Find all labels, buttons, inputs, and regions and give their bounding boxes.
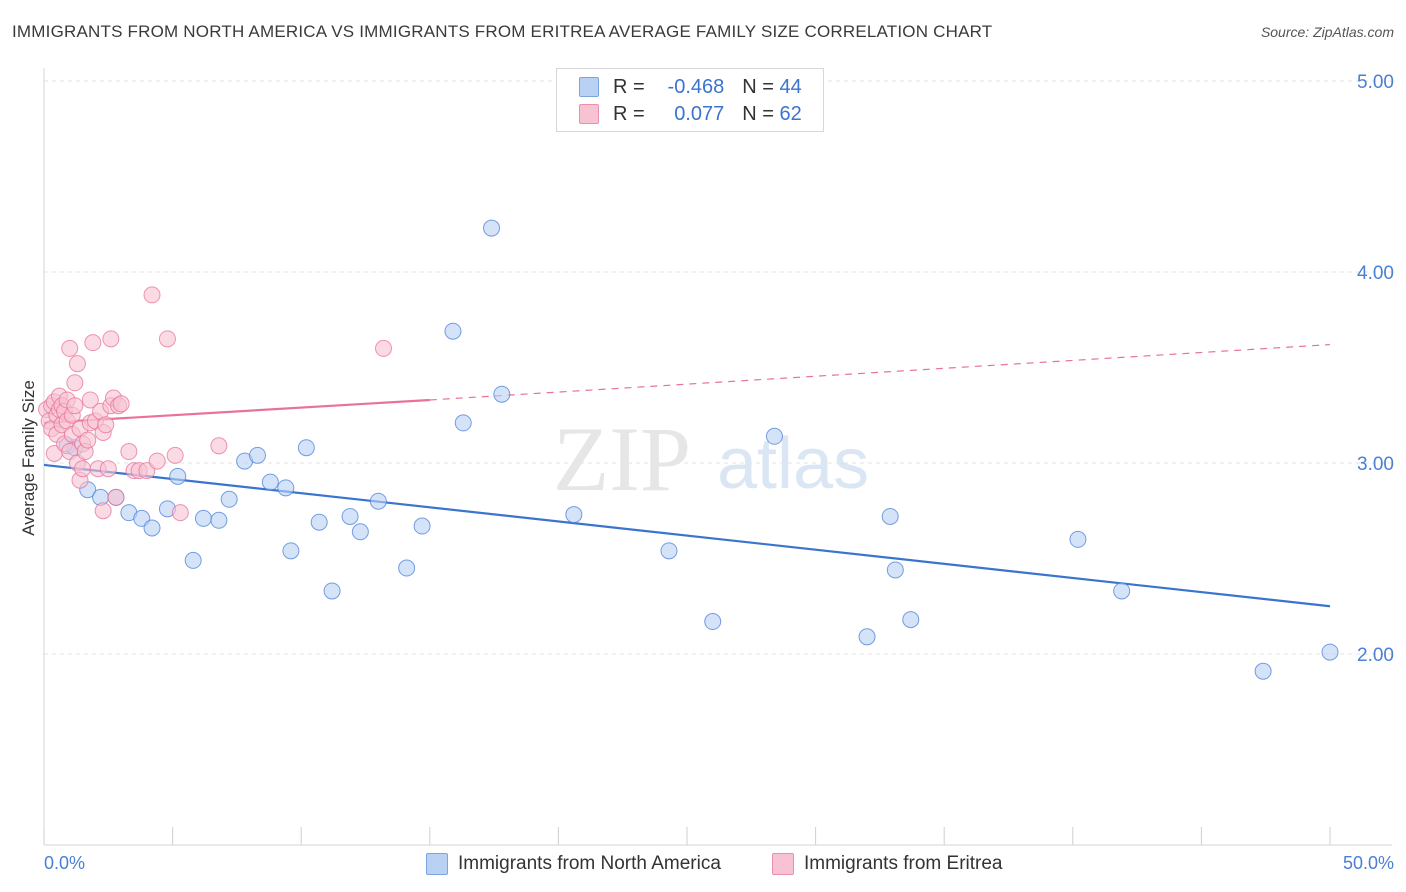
- point-north-america: [351, 523, 369, 541]
- y-tick-labels: 2.00 3.00 4.00 5.00: [1357, 72, 1394, 666]
- legend-n-label: N =: [742, 75, 774, 98]
- point-north-america: [194, 509, 212, 527]
- point-north-america: [858, 628, 876, 646]
- x-tick-label: 0.0%: [44, 853, 85, 873]
- point-north-america: [886, 561, 904, 579]
- data-points: [38, 219, 1339, 680]
- watermark: ZIP atlas: [553, 408, 869, 510]
- point-north-america: [261, 473, 279, 491]
- point-north-america: [565, 506, 583, 524]
- point-north-america: [184, 551, 202, 569]
- point-north-america: [765, 427, 783, 445]
- point-north-america: [1321, 643, 1339, 661]
- legend-n-value: 44: [779, 75, 802, 98]
- chart-title: IMMIGRANTS FROM NORTH AMERICA VS IMMIGRA…: [12, 22, 993, 41]
- point-north-america: [398, 559, 416, 577]
- legend-box: R = -0.468 N = 44 R = 0.077 N = 62: [556, 68, 824, 132]
- watermark-zip: ZIP: [553, 408, 691, 510]
- point-eritrea: [66, 397, 84, 415]
- bottom-legend-swatch-north-america: [426, 853, 448, 875]
- point-eritrea: [94, 502, 112, 520]
- point-eritrea: [74, 460, 92, 478]
- axes: [43, 68, 1392, 846]
- point-north-america: [169, 467, 187, 485]
- point-north-america: [210, 511, 228, 529]
- point-north-america: [248, 446, 266, 464]
- point-eritrea: [102, 330, 120, 348]
- point-north-america: [1069, 530, 1087, 548]
- point-north-america: [483, 219, 501, 237]
- point-eritrea: [166, 446, 184, 464]
- y-tick-label: 5.00: [1357, 72, 1394, 93]
- point-north-america: [493, 385, 511, 403]
- source-label: Source: ZipAtlas.com: [1260, 24, 1394, 40]
- point-north-america: [220, 490, 238, 508]
- point-north-america: [444, 322, 462, 340]
- legend-r-label: R =: [613, 102, 645, 125]
- point-north-america: [1113, 582, 1131, 600]
- point-north-america: [413, 517, 431, 535]
- legend-r-value: 0.077: [674, 102, 725, 125]
- point-eritrea: [81, 391, 99, 409]
- legend-n-label: N =: [742, 102, 774, 125]
- point-north-america: [297, 439, 315, 457]
- legend-swatch-north-america: [579, 77, 599, 97]
- point-eritrea: [84, 334, 102, 352]
- point-eritrea: [61, 339, 79, 357]
- grid-lines: [44, 80, 1392, 655]
- point-north-america: [902, 611, 920, 629]
- bottom-legend-north-america: Immigrants from North America: [426, 852, 721, 876]
- bottom-legend-label-eritrea: Immigrants from Eritrea: [804, 853, 1003, 874]
- point-north-america: [660, 542, 678, 560]
- legend-r-value: -0.468: [667, 75, 725, 98]
- bottom-legend-label-north-america: Immigrants from North America: [458, 853, 721, 874]
- point-eritrea: [210, 437, 228, 455]
- y-tick-label: 3.00: [1357, 454, 1394, 475]
- point-north-america: [282, 542, 300, 560]
- bottom-legend-swatch-eritrea: [772, 853, 794, 875]
- legend-row-north-america: R = -0.468 N = 44: [579, 74, 802, 100]
- point-eritrea: [66, 374, 84, 392]
- point-eritrea: [171, 504, 189, 522]
- point-eritrea: [112, 395, 130, 413]
- point-eritrea: [148, 452, 166, 470]
- point-north-america: [277, 479, 295, 497]
- legend-n-value: 62: [779, 102, 802, 125]
- x-ticks: [43, 827, 1331, 845]
- point-eritrea: [120, 443, 138, 461]
- point-north-america: [341, 507, 359, 525]
- x-tick-label: 50.0%: [1343, 853, 1394, 873]
- point-north-america: [454, 414, 472, 432]
- point-eritrea: [375, 339, 393, 357]
- legend-swatch-eritrea: [579, 104, 599, 124]
- trend-line-eritrea-extrapolated: [429, 343, 1331, 401]
- legend-r-label: R =: [613, 75, 645, 98]
- point-eritrea: [99, 460, 117, 478]
- point-eritrea: [158, 330, 176, 348]
- point-north-america: [881, 507, 899, 525]
- point-eritrea: [68, 355, 86, 373]
- point-north-america: [1254, 662, 1272, 680]
- bottom-legend-eritrea: Immigrants from Eritrea: [772, 852, 1002, 876]
- point-north-america: [369, 492, 387, 510]
- point-eritrea: [107, 488, 125, 506]
- point-north-america: [143, 519, 161, 537]
- point-north-america: [310, 513, 328, 531]
- legend-row-eritrea: R = 0.077 N = 62: [579, 101, 802, 127]
- y-axis-label: Average Family Size: [19, 380, 38, 536]
- point-north-america: [704, 613, 722, 631]
- trend-line-north-america: [43, 463, 1331, 608]
- watermark-atlas: atlas: [717, 424, 869, 504]
- point-eritrea: [143, 286, 161, 304]
- y-tick-label: 4.00: [1357, 263, 1394, 284]
- y-tick-label: 2.00: [1357, 645, 1394, 666]
- x-tick-labels: 0.0% 50.0%: [44, 853, 1394, 873]
- point-north-america: [323, 582, 341, 600]
- point-eritrea: [97, 416, 115, 434]
- point-eritrea: [79, 431, 97, 449]
